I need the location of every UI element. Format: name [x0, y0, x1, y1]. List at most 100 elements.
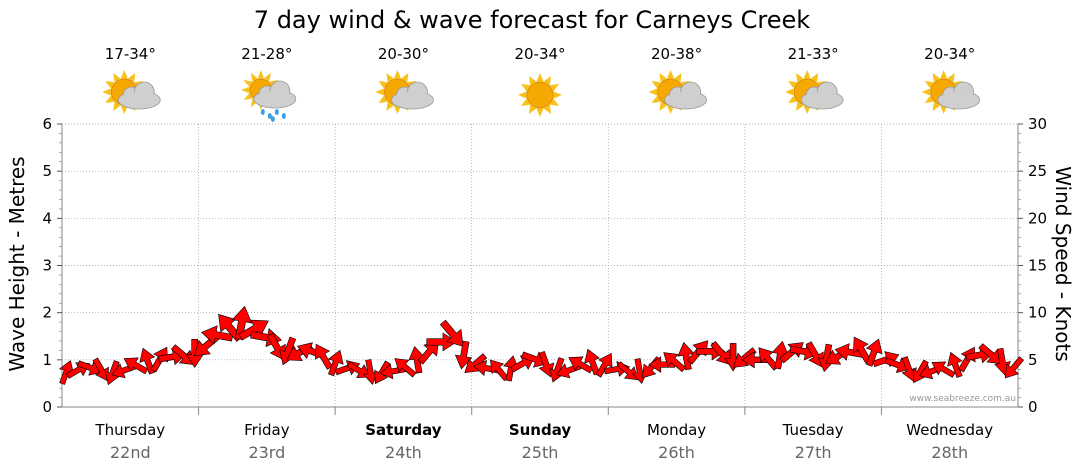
sun-ray [520, 98, 531, 106]
sun-ray [924, 95, 934, 103]
sun-ray [543, 75, 551, 86]
sun-ray [659, 72, 667, 83]
sun-ray [529, 75, 537, 86]
rain-drop [267, 113, 272, 119]
wind-arrow-shape [733, 347, 757, 368]
wind-arrow [663, 352, 687, 373]
wind-arrow-shape [865, 338, 883, 367]
sun-ray [648, 88, 658, 96]
sun-ray [940, 70, 948, 79]
day-temperature-range: 21-33° [788, 45, 839, 63]
y-tick-label-left: 5 [42, 162, 52, 180]
day-name-label: Sunday [509, 421, 572, 439]
wind-arrow [805, 341, 824, 368]
wind-arrow [327, 349, 344, 377]
sun-ray [536, 108, 544, 117]
sun-ray [553, 91, 562, 99]
wind-arrow-shape [931, 361, 956, 378]
sun-ray [375, 88, 384, 96]
wind-arrow-shape [978, 343, 1003, 365]
wind-arrow [947, 351, 963, 378]
partly-cloudy-icon [785, 70, 844, 114]
wind-arrow [231, 305, 253, 340]
sun-ray [105, 95, 115, 103]
wind-arrow-shape [123, 357, 149, 375]
sun-ray [113, 101, 121, 112]
wind-arrow [931, 361, 956, 378]
y-tick-label-right: 30 [1028, 115, 1047, 133]
wind-arrow [417, 340, 439, 365]
wind-arrow [439, 319, 464, 347]
y-tick-label-right: 25 [1028, 162, 1047, 180]
wind-arrow [901, 356, 917, 382]
cloud-fill [254, 91, 295, 107]
day-name-label: Thursday [94, 421, 165, 439]
sun-ray [549, 84, 560, 92]
y-tick-label-left: 0 [42, 398, 52, 416]
sunny-icon [518, 73, 562, 117]
sun-ray [243, 80, 253, 87]
wind-arrow-shape [417, 340, 439, 365]
sun-ray [105, 81, 115, 89]
partly-cloudy-icon [102, 70, 161, 114]
wind-arrow-shape [426, 332, 458, 352]
partly-cloudy-icon [648, 70, 707, 114]
wind-arrow [170, 344, 195, 366]
y-tick-label-right: 10 [1028, 304, 1047, 322]
wind-arrow [315, 343, 333, 370]
y-axis-label-right: Wind Speed - Knots [1051, 166, 1075, 362]
wind-arrow-shape [201, 325, 234, 345]
day-temperature-range: 20-34° [514, 45, 565, 63]
cloud-fill [392, 92, 433, 108]
sun-ray [393, 70, 402, 79]
y-tick-label-left: 2 [42, 304, 52, 322]
wind-arrow-shape [454, 340, 473, 370]
day-date-label: 27th [795, 443, 832, 462]
wind-arrow-shape [1004, 356, 1025, 379]
sun-ray [401, 72, 409, 83]
cloud-fill [802, 92, 843, 108]
wind-arrow-shape [568, 356, 594, 374]
sun-ray [263, 72, 271, 82]
y-tick-label-right: 5 [1028, 351, 1038, 369]
sun-disc [526, 81, 554, 109]
sun-ray [127, 72, 136, 83]
day-name-label: Tuesday [782, 421, 844, 439]
cloud-fill [119, 92, 160, 108]
sun-ray [102, 88, 111, 96]
sun-ray [651, 81, 661, 89]
sun-ray [666, 105, 675, 114]
day-date-label: 28th [931, 443, 968, 462]
day-date-label: 23rd [248, 443, 285, 462]
sun-ray [788, 95, 798, 103]
sun-ray [250, 72, 258, 82]
sun-ray [257, 70, 264, 79]
wind-arrow-shape [327, 349, 344, 377]
wind-arrows [59, 305, 1025, 386]
wind-arrow [92, 357, 109, 382]
sun-ray [378, 95, 388, 103]
sun-ray [113, 72, 121, 83]
wind-arrow [123, 357, 149, 375]
sun-ray [674, 72, 682, 83]
sun-ray [386, 72, 394, 83]
sun-ray [386, 101, 394, 112]
cloud-fill [665, 92, 706, 108]
wind-arrow-shape [170, 344, 195, 366]
sun-ray [803, 70, 811, 79]
sun-ray [243, 93, 253, 100]
day-name-label: Friday [244, 421, 290, 439]
sun-ray [803, 105, 811, 114]
day-name-label: Saturday [365, 421, 442, 439]
wind-arrow-shape [346, 361, 371, 378]
y-axis-label-left: Wave Height - Metres [5, 156, 29, 371]
partly-cloudy-icon [375, 70, 434, 114]
wind-arrow [616, 361, 639, 381]
sun-ray [120, 70, 128, 79]
sun-ray [788, 81, 798, 89]
wind-arrow [978, 343, 1003, 365]
day-temperature-range: 17-34° [105, 45, 156, 63]
wind-arrow [733, 347, 757, 368]
sun-ray [240, 86, 250, 94]
